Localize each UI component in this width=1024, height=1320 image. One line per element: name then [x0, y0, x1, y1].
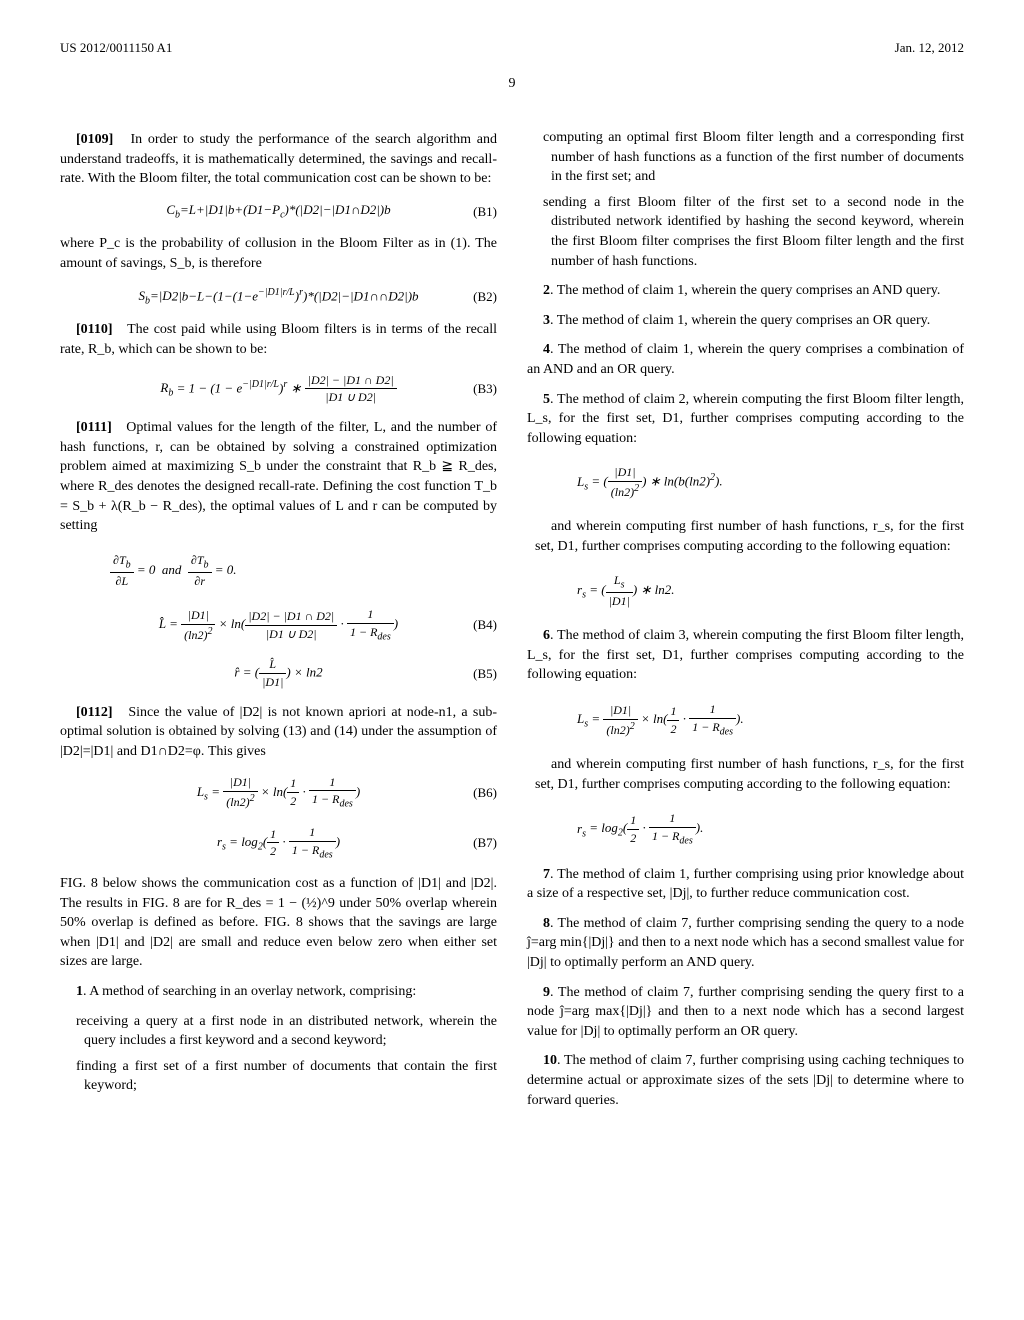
eq-label-b6: (B6)	[473, 784, 497, 802]
equation-b3: Rb = 1 − (1 − e−|D1|r/L)r ∗ |D2| − |D1 ∩…	[60, 372, 497, 407]
claim-7: 7. The method of claim 1, further compri…	[527, 865, 964, 904]
equation-b2: Sb=|D2|b−L−(1−(1−e−|D1|r/L)r)*(|D2|−|D1∩…	[60, 286, 497, 309]
claim-5-cont: and wherein computing first number of ha…	[527, 517, 964, 556]
para-text-0109: In order to study the performance of the…	[60, 132, 497, 186]
page-header: US 2012/0011150 A1 Jan. 12, 2012	[60, 40, 964, 56]
claim-text-10: . The method of claim 7, further compris…	[527, 1053, 964, 1107]
claim5-equation-rs: rs = (Ls|D1|) ∗ ln2.	[577, 572, 964, 610]
paragraph-0109: [0109] In order to study the performance…	[60, 130, 497, 189]
claim-text-3: . The method of claim 1, wherein the que…	[550, 313, 930, 328]
claim-6: 6. The method of claim 3, wherein comput…	[527, 626, 964, 685]
eq-label-b4: (B4)	[473, 616, 497, 634]
claim6-equation-rs: rs = log2(12 · 11 − Rdes).	[577, 810, 964, 848]
claim-9: 9. The method of claim 7, further compri…	[527, 983, 964, 1042]
claim-text-8: . The method of claim 7, further compris…	[527, 916, 964, 970]
claim-2: 2. The method of claim 1, wherein the qu…	[527, 281, 964, 301]
claim-text-6: . The method of claim 3, wherein computi…	[527, 628, 964, 682]
claim5-equation-ls: Ls = (|D1|(ln2)2) ∗ ln(b(ln2)2).	[577, 464, 964, 501]
claim-10: 10. The method of claim 7, further compr…	[527, 1051, 964, 1110]
claim-text-1: . A method of searching in an overlay ne…	[83, 984, 416, 999]
claim-4: 4. The method of claim 1, wherein the qu…	[527, 340, 964, 379]
eq-label-b7: (B7)	[473, 834, 497, 852]
claim-num-7: 7	[543, 867, 550, 882]
claim-5: 5. The method of claim 2, wherein comput…	[527, 390, 964, 449]
equation-b5: r̂ = (L̂|D1|) × ln2 (B5)	[60, 656, 497, 691]
claim-num-8: 8	[543, 916, 550, 931]
para-text-0111: Optimal values for the length of the fil…	[60, 420, 497, 533]
eq-label-b1: (B1)	[473, 202, 497, 220]
claim-1-sub1: receiving a query at a first node in an …	[76, 1012, 497, 1051]
equation-partial: ∂Tb∂L = 0 and ∂Tb∂r = 0.	[110, 552, 497, 590]
eq-label-b3: (B3)	[473, 380, 497, 398]
para-num-0111: [0111]	[76, 420, 112, 435]
claim-8: 8. The method of claim 7, further compri…	[527, 914, 964, 973]
para-after-b1: where P_c is the probability of collusio…	[60, 234, 497, 273]
paragraph-0112: [0112] Since the value of |D2| is not kn…	[60, 703, 497, 762]
para-num-0110: [0110]	[76, 322, 113, 337]
para-num-0109: [0109]	[76, 132, 113, 147]
eq-label-b5: (B5)	[473, 664, 497, 682]
left-column: [0109] In order to study the performance…	[60, 122, 497, 1120]
eq-label-b2: (B2)	[473, 288, 497, 306]
claim-1-sub3: computing an optimal first Bloom filter …	[543, 128, 964, 187]
para-text-0110: The cost paid while using Bloom filters …	[60, 322, 497, 357]
para-num-0112: [0112]	[76, 705, 113, 720]
claim-text-4: . The method of claim 1, wherein the que…	[527, 342, 964, 377]
claim-text-7: . The method of claim 1, further compris…	[527, 867, 964, 902]
page-number: 9	[60, 76, 964, 92]
claim-num-1: 1	[76, 984, 83, 999]
para-text-0112: Since the value of |D2| is not known apr…	[60, 705, 497, 759]
claim-num-6: 6	[543, 628, 550, 643]
claim-3: 3. The method of claim 1, wherein the qu…	[527, 311, 964, 331]
equation-b7: rs = log2(12 · 11 − Rdes) (B7)	[60, 824, 497, 862]
equation-b4: L̂ = |D1|(ln2)2 × ln(|D2| − |D1 ∩ D2||D1…	[60, 606, 497, 644]
claim-num-5: 5	[543, 392, 550, 407]
publication-date: Jan. 12, 2012	[895, 40, 964, 56]
claim-1: 1. A method of searching in an overlay n…	[60, 982, 497, 1002]
claim-num-3: 3	[543, 313, 550, 328]
claim-6-cont: and wherein computing first number of ha…	[527, 755, 964, 794]
claim-text-9: . The method of claim 7, further compris…	[527, 985, 964, 1039]
claim-num-10: 10	[543, 1053, 557, 1068]
publication-number: US 2012/0011150 A1	[60, 40, 172, 56]
two-column-layout: [0109] In order to study the performance…	[60, 122, 964, 1120]
claim6-equation-ls: Ls = |D1|(ln2)2 × ln(12 · 11 − Rdes).	[577, 701, 964, 739]
claim-1-sub2: finding a first set of a first number of…	[76, 1057, 497, 1096]
claim-num-2: 2	[543, 283, 550, 298]
right-column: computing an optimal first Bloom filter …	[527, 122, 964, 1120]
claim-text-2: . The method of claim 1, wherein the que…	[550, 283, 940, 298]
claim-num-9: 9	[543, 985, 550, 1000]
claim-text-5: . The method of claim 2, wherein computi…	[527, 392, 964, 446]
claim-1-sub4: sending a first Bloom filter of the firs…	[543, 193, 964, 271]
para-fig8: FIG. 8 below shows the communication cos…	[60, 874, 497, 972]
equation-b6: Ls = |D1|(ln2)2 × ln(12 · 11 − Rdes) (B6…	[60, 774, 497, 812]
paragraph-0111: [0111] Optimal values for the length of …	[60, 418, 497, 536]
claim-num-4: 4	[543, 342, 550, 357]
paragraph-0110: [0110] The cost paid while using Bloom f…	[60, 320, 497, 359]
equation-b1: Cb=L+|D1|b+(D1−Pc)*(|D2|−|D1∩D2|)b (B1)	[60, 201, 497, 223]
